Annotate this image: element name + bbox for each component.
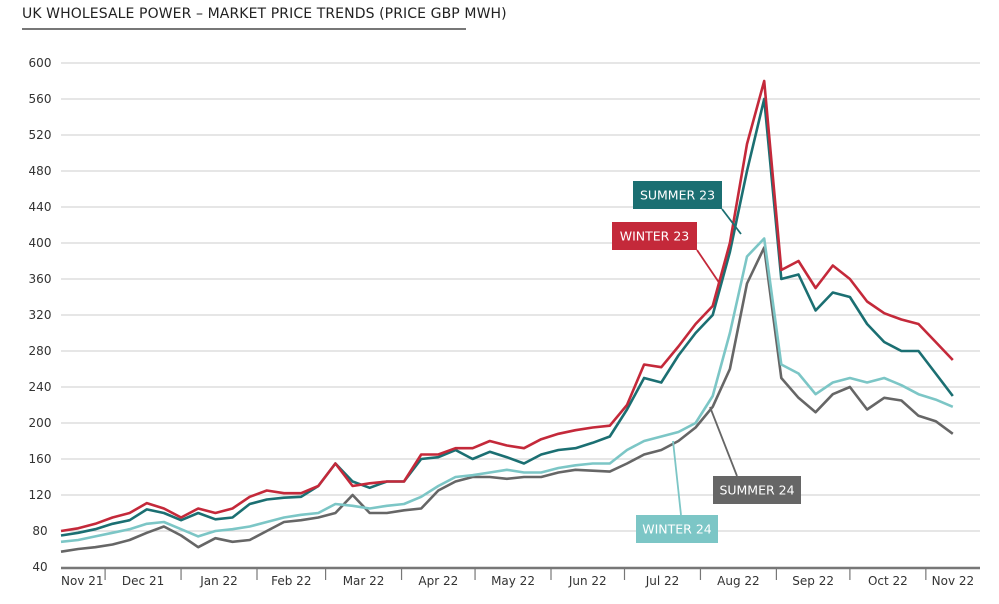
series-line-winter-23	[60, 79, 954, 533]
leader-line-winter-24	[672, 440, 682, 516]
y-tick-label: 80	[32, 524, 47, 538]
y-tick-label: 160	[29, 452, 52, 466]
x-tick-label: Feb 22	[271, 574, 311, 588]
y-tick-label: 200	[29, 416, 52, 430]
x-axis: Nov 21 Dec 21 Jan 22 Feb 22 Mar 22 Apr 22 May …	[61, 566, 980, 588]
x-tick-label: Dec 21	[122, 574, 164, 588]
x-tick-label: Jan 22	[199, 574, 238, 588]
series-label-winter-24: WINTER 24	[642, 522, 712, 537]
y-tick-label: 560	[29, 92, 52, 106]
x-tick-label: Sep 22	[792, 574, 834, 588]
x-tick-label: Mar 22	[343, 574, 385, 588]
gridlines	[61, 62, 980, 532]
x-tick-label: Apr 22	[418, 574, 458, 588]
x-tick-label: Oct 22	[868, 574, 908, 588]
y-tick-label: 520	[29, 128, 52, 142]
leader-line-winter-23	[696, 249, 721, 285]
y-tick-label: 400	[29, 236, 52, 250]
y-tick-label: 480	[29, 164, 52, 178]
label-box-winter-24	[636, 515, 718, 543]
y-axis-ticks: 40 80 120 160 200 240 280 320 360 400 440 480 520 560…	[29, 56, 52, 574]
series-label-summer-23: SUMMER 23	[640, 188, 715, 203]
series-label-winter-23: WINTER 23	[620, 229, 690, 244]
y-tick-label: 40	[32, 560, 47, 574]
label-box-winter-23	[612, 222, 697, 250]
title-underline	[22, 28, 466, 30]
x-tick-label: May 22	[491, 574, 535, 588]
y-tick-label: 240	[29, 380, 52, 394]
y-tick-label: 280	[29, 344, 52, 358]
leader-line-summer-23	[721, 208, 742, 235]
x-tick-label: Aug 22	[717, 574, 760, 588]
x-tick-label: Nov 22	[932, 574, 975, 588]
y-tick-label: 600	[29, 56, 52, 70]
label-box-summer-23	[633, 181, 722, 209]
label-box-summer-24	[713, 476, 801, 504]
x-tick-label: Jul 22	[645, 574, 680, 588]
series-line-summer-24	[60, 246, 954, 553]
series-lines	[60, 79, 954, 553]
y-tick-label: 440	[29, 200, 52, 214]
x-tick-label: Nov 21	[61, 574, 104, 588]
series-line-summer-23	[60, 97, 954, 537]
series-label-summer-24: SUMMER 24	[719, 483, 794, 498]
chart-title: UK WHOLESALE POWER – MARKET PRICE TRENDS…	[22, 6, 507, 22]
x-tick-label: Jun 22	[568, 574, 607, 588]
y-tick-label: 320	[29, 308, 52, 322]
series-labels: SUMMER 23 WINTER 23 SUMMER 24 WINTER 24	[612, 181, 801, 543]
leader-line-summer-24	[709, 406, 738, 477]
y-tick-label: 360	[29, 272, 52, 286]
y-tick-label: 120	[29, 488, 52, 502]
series-line-winter-24	[60, 237, 954, 544]
